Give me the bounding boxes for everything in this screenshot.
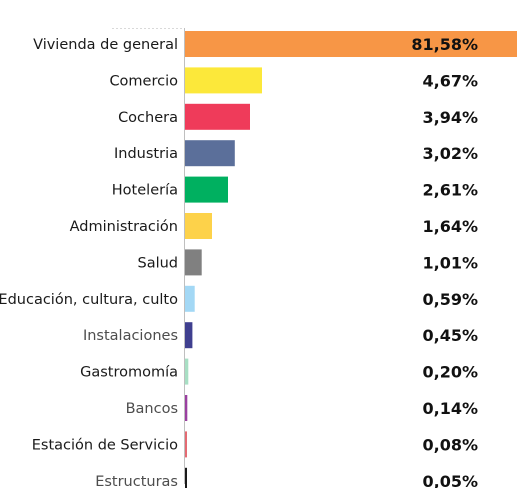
value-label-1: 4,67% bbox=[422, 71, 478, 90]
category-label-11: Estación de Servicio bbox=[32, 437, 178, 453]
category-label-10: Bancos bbox=[126, 401, 178, 417]
category-label-12: Estructuras bbox=[95, 474, 178, 488]
value-label-12: 0,05% bbox=[422, 472, 478, 488]
bar-8 bbox=[185, 322, 193, 349]
bar-2 bbox=[185, 103, 250, 130]
bar-1 bbox=[185, 67, 262, 94]
value-label-0: 81,58% bbox=[411, 35, 478, 54]
value-label-4: 2,61% bbox=[422, 181, 478, 200]
category-label-0: Vivienda de general bbox=[33, 37, 178, 53]
category-labels-group: Vivienda de general Comercio Cochera Indust… bbox=[0, 37, 178, 488]
value-labels-group: 81,58% 4,67% 3,94% 3,02% 2,61% 1,64% 1,01% 0,59… bbox=[411, 35, 478, 488]
bar-5 bbox=[185, 213, 212, 239]
category-label-3: Industria bbox=[114, 146, 178, 162]
category-label-6: Salud bbox=[137, 255, 178, 271]
category-label-5: Administración bbox=[70, 219, 178, 235]
value-label-7: 0,59% bbox=[422, 290, 478, 309]
category-label-9: Gastromomía bbox=[80, 365, 178, 381]
value-label-2: 3,94% bbox=[422, 108, 478, 127]
category-label-7: Educación, cultura, culto bbox=[0, 292, 178, 308]
bar-7 bbox=[185, 285, 195, 312]
value-label-5: 1,64% bbox=[422, 217, 478, 236]
category-label-1: Comercio bbox=[109, 73, 178, 89]
bar-9 bbox=[185, 358, 189, 385]
category-label-4: Hotelería bbox=[112, 183, 178, 199]
bar-10 bbox=[185, 395, 188, 421]
bar-3 bbox=[185, 140, 235, 167]
value-label-11: 0,08% bbox=[422, 435, 478, 454]
bar-6 bbox=[185, 249, 202, 276]
category-label-2: Cochera bbox=[118, 110, 178, 126]
bar-0 bbox=[185, 31, 517, 57]
value-label-8: 0,45% bbox=[422, 326, 478, 345]
category-label-8: Instalaciones bbox=[83, 328, 178, 344]
bar-11 bbox=[185, 431, 187, 458]
bar-4 bbox=[185, 176, 228, 203]
bars-group bbox=[185, 31, 517, 488]
bar-12 bbox=[185, 467, 187, 488]
value-label-3: 3,02% bbox=[422, 144, 478, 163]
value-label-10: 0,14% bbox=[422, 399, 478, 418]
value-label-6: 1,01% bbox=[422, 253, 478, 272]
value-label-9: 0,20% bbox=[422, 363, 478, 382]
